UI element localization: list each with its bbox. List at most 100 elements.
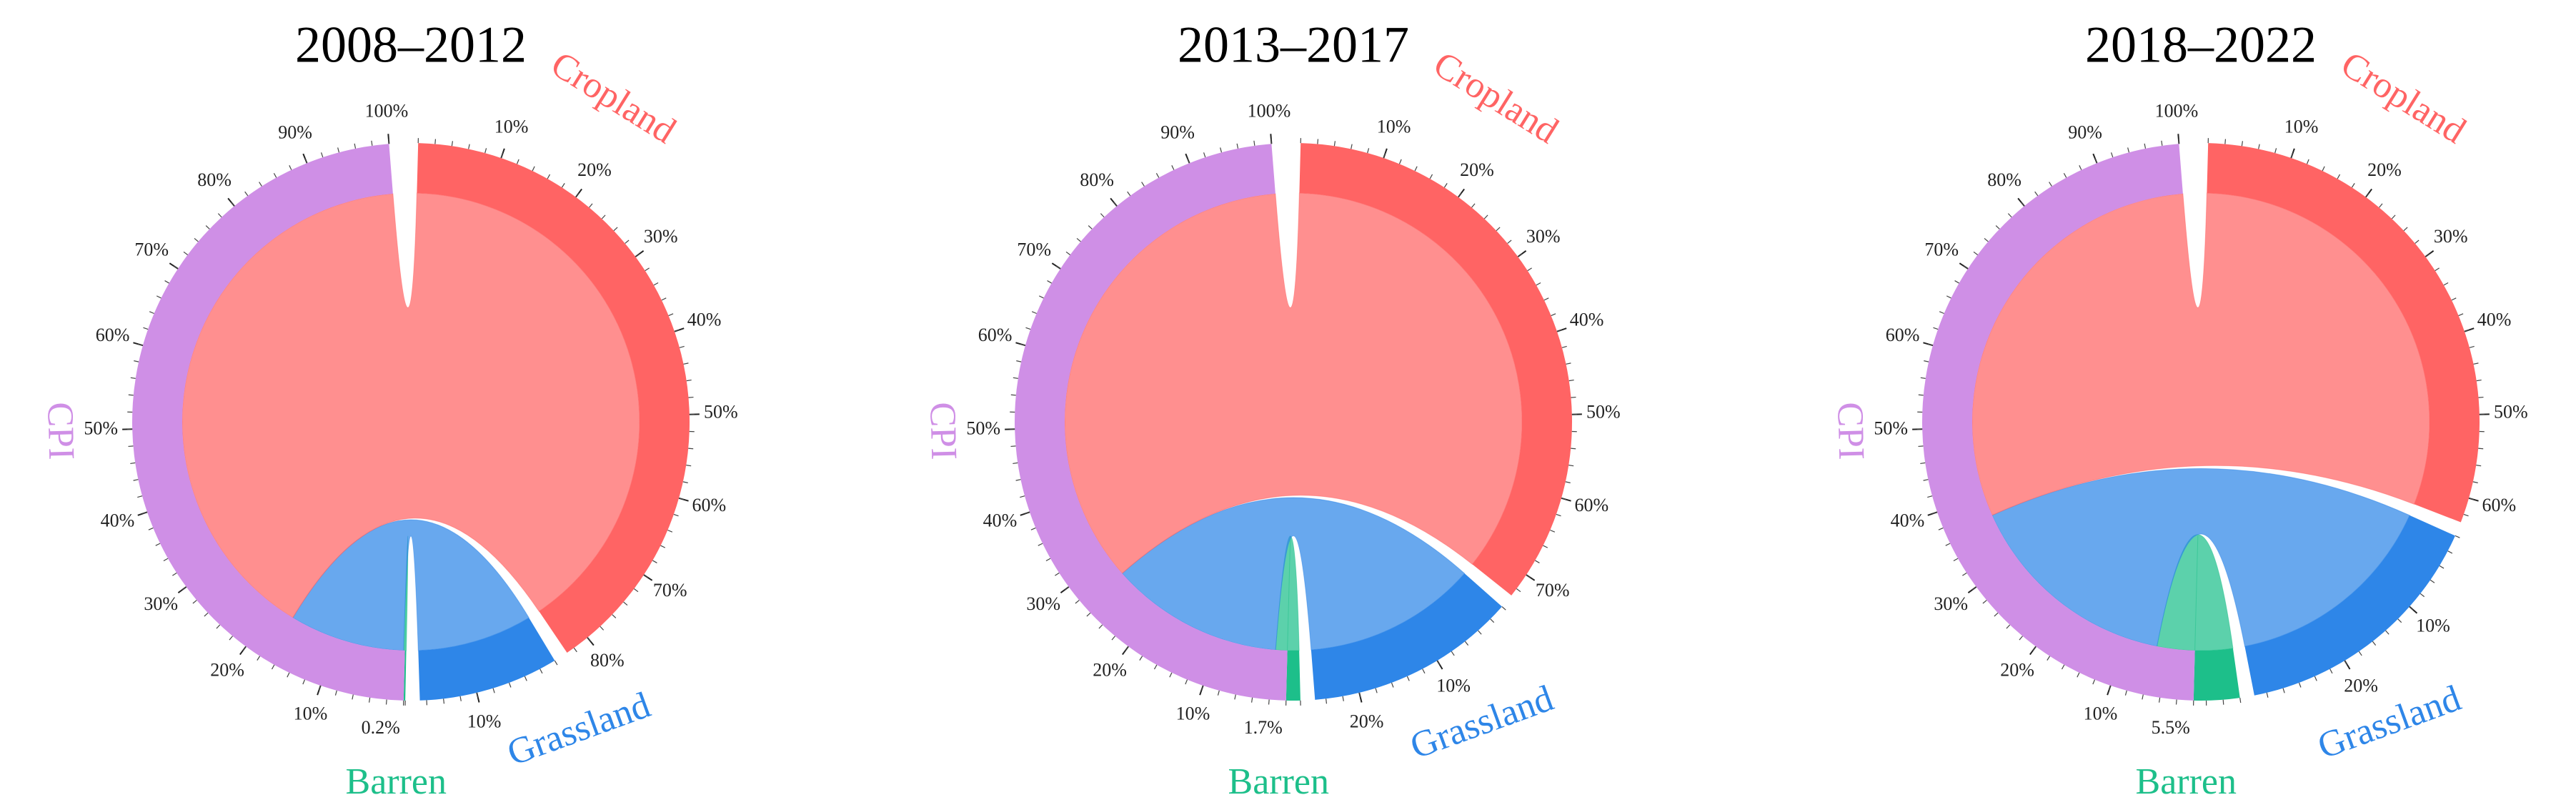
minor-tick (1496, 227, 1501, 232)
minor-tick (1375, 688, 1378, 693)
minor-tick (1516, 588, 1521, 593)
minor-tick (1551, 313, 1556, 317)
sector-name: Cropland (2334, 44, 2472, 152)
minor-tick (1478, 630, 1482, 635)
minor-tick (181, 586, 187, 591)
minor-tick (164, 280, 169, 284)
minor-tick (539, 668, 543, 674)
minor-tick (156, 295, 161, 299)
minor-tick (334, 690, 337, 696)
minor-tick (354, 143, 357, 149)
minor-tick (2306, 159, 2309, 164)
tick-label: 70% (134, 239, 169, 260)
minor-tick (2239, 698, 2242, 703)
minor-tick (1471, 203, 1476, 208)
minor-tick (1938, 527, 1944, 530)
minor-tick (1169, 672, 1173, 678)
minor-tick (337, 147, 340, 153)
sector-name: Barren (1228, 761, 1329, 802)
value-label: 1.7% (1244, 717, 1283, 738)
minor-tick (587, 637, 591, 642)
minor-tick (302, 679, 306, 685)
minor-tick (1561, 345, 1567, 348)
sector-arc (1311, 573, 1503, 700)
minor-tick (1932, 511, 1938, 515)
minor-tick (484, 148, 487, 154)
minor-tick (192, 600, 197, 604)
minor-tick (1153, 664, 1158, 670)
minor-tick (2127, 147, 2130, 153)
minor-tick (2007, 213, 2012, 218)
tick-label: 20% (1093, 660, 1127, 681)
tick-label: 10% (1176, 703, 1210, 724)
minor-tick (2108, 685, 2112, 691)
sector-arc (132, 144, 405, 701)
tick-label: 10% (1377, 116, 1411, 137)
sector-arc (1299, 143, 1572, 596)
minor-tick (128, 445, 134, 448)
minor-tick (2476, 465, 2482, 467)
minor-tick (1973, 251, 1978, 255)
minor-tick (1451, 651, 1455, 656)
minor-tick (1270, 139, 1272, 144)
minor-tick (653, 282, 659, 286)
minor-tick (2391, 214, 2396, 219)
minor-tick (1020, 495, 1025, 498)
minor-tick (1155, 173, 1160, 178)
minor-tick (155, 543, 161, 546)
minor-tick (216, 624, 221, 629)
minor-tick (674, 329, 680, 332)
minor-tick (2420, 593, 2425, 598)
tick-label: 60% (692, 495, 727, 515)
minor-tick (1030, 527, 1036, 530)
value-label: 0.2% (362, 717, 400, 738)
tick-label: 20% (210, 660, 244, 681)
minor-tick (1013, 377, 1018, 379)
sector-name: Grassland (502, 685, 656, 774)
minor-tick (2443, 282, 2449, 286)
minor-tick (1031, 311, 1037, 315)
minor-tick (138, 343, 144, 346)
minor-tick (589, 203, 593, 208)
minor-tick (2032, 646, 2037, 651)
minor-tick (1076, 237, 1081, 242)
tick-label: 40% (983, 510, 1018, 531)
minor-tick (1251, 697, 1253, 703)
sector-name: Cropland (1426, 44, 1565, 152)
minor-tick (500, 153, 504, 159)
minor-tick (1065, 251, 1070, 255)
minor-tick (1429, 174, 1433, 179)
minor-tick (2159, 697, 2161, 703)
minor-tick (532, 166, 535, 172)
minor-tick (1490, 618, 1495, 623)
minor-tick (673, 513, 679, 517)
minor-tick (1984, 237, 1989, 242)
minor-tick (2290, 153, 2294, 159)
minor-tick (137, 495, 143, 498)
minor-tick (287, 672, 290, 678)
minor-tick (1025, 511, 1030, 515)
chord (2156, 534, 2234, 651)
minor-tick (688, 396, 694, 398)
tick-label: 60% (1886, 325, 1920, 345)
minor-tick (1398, 159, 1402, 164)
minor-tick (1414, 166, 1418, 172)
sector-name: CPI (39, 402, 81, 460)
tick-label: 50% (1586, 402, 1621, 423)
minor-tick (1020, 343, 1026, 346)
minor-tick (369, 697, 371, 703)
minor-tick (2469, 345, 2475, 348)
tick-label: 30% (1026, 593, 1060, 614)
minor-tick (1436, 660, 1441, 666)
tick-label: 20% (2367, 159, 2402, 180)
minor-tick (2282, 688, 2285, 693)
minor-tick (1527, 267, 1532, 272)
tick-label: 90% (1160, 122, 1195, 142)
minor-tick (2298, 682, 2302, 688)
minor-tick (1920, 377, 1926, 379)
minor-tick (148, 527, 154, 530)
minor-tick (2049, 182, 2052, 187)
minor-tick (1055, 265, 1061, 270)
minor-tick (1556, 513, 1561, 517)
chart-title: 2008–2012 (295, 16, 527, 74)
